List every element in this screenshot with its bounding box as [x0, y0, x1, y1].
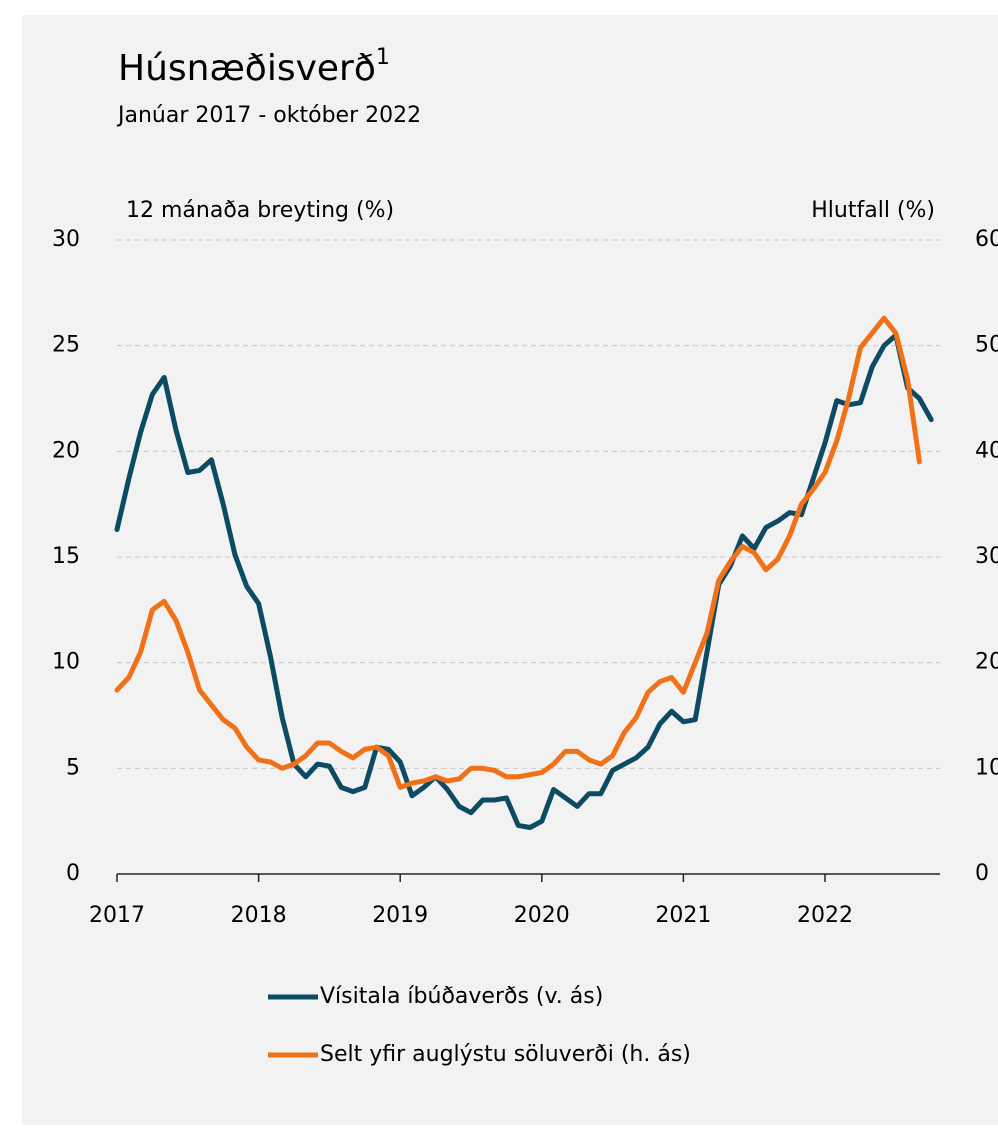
x-tick-label: 2021	[655, 903, 711, 928]
x-tick-label: 2017	[89, 903, 145, 928]
y2-tick-label: 30	[975, 544, 998, 569]
x-tick-label: 2020	[514, 903, 570, 928]
x-tick-label: 2019	[372, 903, 428, 928]
legend-label: Vísitala íbúðaverðs (v. ás)	[320, 984, 603, 1009]
y2-tick-label: 40	[975, 438, 998, 463]
chart-title: Húsnæðisverð1	[118, 45, 390, 89]
y-tick-label: 25	[52, 333, 80, 358]
y2-tick-label: 60	[975, 227, 998, 252]
y-tick-label: 20	[52, 438, 80, 463]
y-tick-label: 30	[52, 227, 80, 252]
title-footnote: 1	[376, 45, 390, 70]
y-tick-label: 0	[66, 861, 80, 886]
chart-background	[22, 15, 998, 1125]
y2-tick-label: 0	[975, 861, 989, 886]
x-tick-label: 2018	[231, 903, 287, 928]
chart-subtitle: Janúar 2017 - október 2022	[116, 103, 421, 128]
y2-tick-label: 20	[975, 650, 998, 675]
y-tick-label: 15	[52, 544, 80, 569]
y2-axis-label: Hlutfall (%)	[811, 198, 935, 223]
y-tick-label: 10	[52, 650, 80, 675]
y-tick-label: 5	[66, 755, 80, 780]
legend-label: Selt yfir auglýstu söluverði (h. ás)	[320, 1042, 691, 1067]
y2-tick-label: 50	[975, 333, 998, 358]
data-line	[114, 315, 922, 790]
y-axis-label: 12 mánaða breyting (%)	[126, 198, 394, 223]
y2-tick-label: 10	[975, 755, 998, 780]
x-tick-label: 2022	[797, 903, 853, 928]
